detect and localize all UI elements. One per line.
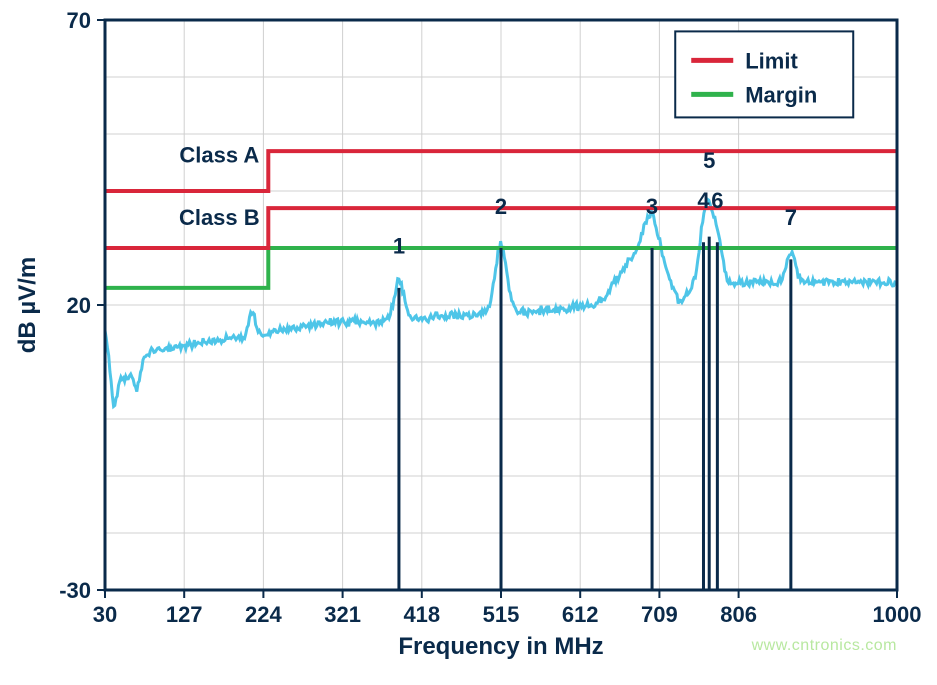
legend: Limit Margin (675, 31, 853, 117)
svg-text:Margin: Margin (745, 82, 817, 107)
x-tick-224: 224 (245, 602, 282, 627)
marker-6-label: 6 (711, 188, 723, 213)
y-tick-20: 20 (67, 293, 91, 318)
y-tick--30: -30 (59, 578, 91, 603)
marker-3-label: 3 (646, 194, 658, 219)
x-tick-806: 806 (720, 602, 757, 627)
marker-5-label: 5 (703, 148, 715, 173)
class-B-label: Class B (179, 205, 260, 230)
chart-svg: Class A Class B 1 2 3 4 5 6 7 30 127 224 321 418 515 61… (0, 0, 937, 685)
x-tick-30: 30 (93, 602, 117, 627)
marker-2-label: 2 (495, 194, 507, 219)
x-tick-709: 709 (641, 602, 678, 627)
class-A-label: Class A (179, 143, 259, 168)
marker-7-label: 7 (785, 205, 797, 230)
x-tick-1000: 1000 (873, 602, 922, 627)
x-tick-418: 418 (403, 602, 440, 627)
x-tick-515: 515 (483, 602, 520, 627)
x-tick-612: 612 (562, 602, 599, 627)
x-axis-label: Frequency in MHz (398, 633, 603, 660)
y-tick-70: 70 (67, 8, 91, 33)
marker-1-label: 1 (393, 234, 405, 259)
svg-text:Limit: Limit (745, 48, 798, 73)
y-axis-label: dB µV/m (14, 257, 41, 354)
x-tick-321: 321 (324, 602, 361, 627)
emc-chart: Class A Class B 1 2 3 4 5 6 7 30 127 224 321 418 515 61… (0, 0, 937, 685)
x-tick-127: 127 (166, 602, 203, 627)
watermark: www.cntronics.com (752, 637, 897, 655)
marker-4-label: 4 (697, 188, 710, 213)
